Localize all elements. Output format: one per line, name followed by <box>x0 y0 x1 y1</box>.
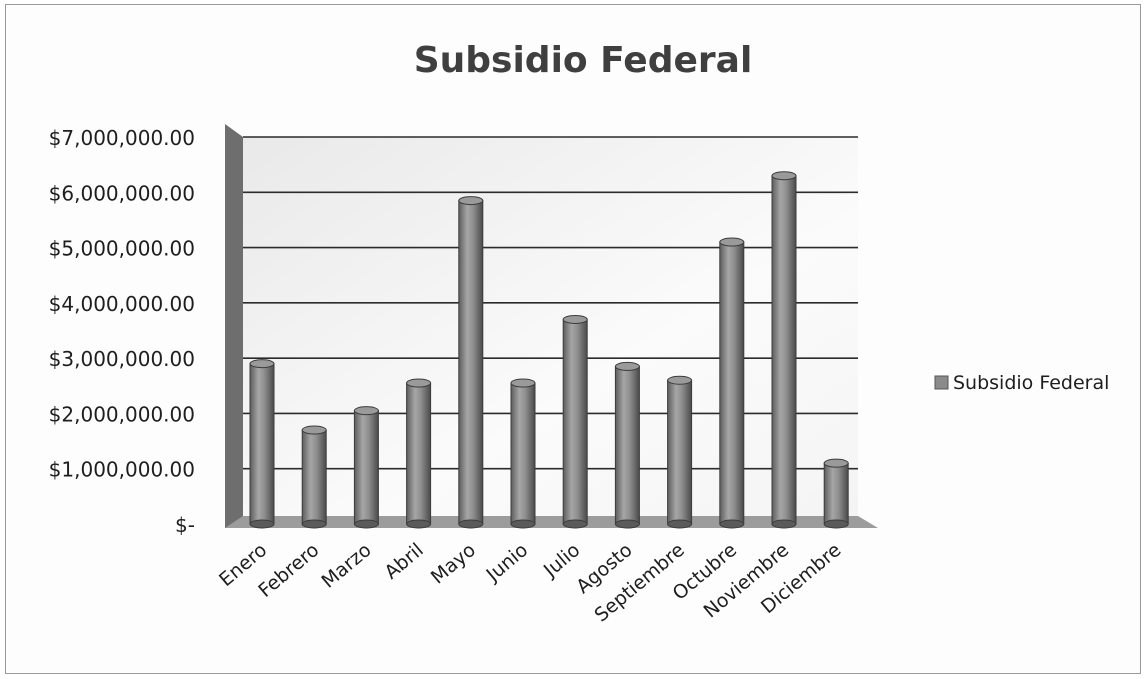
bar-body <box>353 410 379 525</box>
x-tick-label: Abril <box>380 539 427 584</box>
bar-top <box>406 378 432 388</box>
bar <box>249 359 275 529</box>
bar <box>614 361 640 529</box>
y-tick-label: $- <box>175 513 195 537</box>
y-tick-label: $3,000,000.00 <box>49 347 195 371</box>
bar-base <box>406 519 432 529</box>
bar <box>458 196 484 529</box>
bar-body <box>823 462 849 525</box>
x-tick-label: Marzo <box>317 539 375 593</box>
bar <box>823 458 849 529</box>
y-tick-label: $4,000,000.00 <box>49 292 195 316</box>
bar-body <box>249 363 275 525</box>
bar-base <box>823 519 849 529</box>
bar-body <box>719 241 745 525</box>
bar <box>562 314 588 529</box>
bar-body <box>667 379 693 525</box>
y-tick-label: $1,000,000.00 <box>49 458 195 482</box>
bar <box>667 375 693 529</box>
bar-base <box>353 519 379 529</box>
bar-top <box>458 196 484 206</box>
bar <box>301 425 327 529</box>
x-tick-label: Junio <box>482 539 533 586</box>
bar-base <box>458 519 484 529</box>
bar-body <box>614 365 640 525</box>
y-tick-label: $5,000,000.00 <box>49 237 195 261</box>
legend-swatch <box>934 375 949 390</box>
bar <box>406 378 432 529</box>
plot-back-wall <box>243 137 858 524</box>
bar-base <box>614 519 640 529</box>
bar-top <box>719 237 745 247</box>
chart-title: Subsidio Federal <box>414 40 753 81</box>
bar-top <box>353 406 379 416</box>
bar-top <box>249 359 275 369</box>
bar <box>719 237 745 529</box>
bar <box>771 171 797 529</box>
y-tick-label: $7,000,000.00 <box>49 126 195 150</box>
bar-body <box>301 429 327 525</box>
bar-base <box>301 519 327 529</box>
y-tick-label: $6,000,000.00 <box>49 181 195 205</box>
bar-body <box>458 200 484 525</box>
x-tick-label: Mayo <box>427 539 480 589</box>
bar-top <box>562 314 588 324</box>
gridlines <box>243 136 858 470</box>
bar-body <box>406 382 432 525</box>
bar-base <box>562 519 588 529</box>
bar-top <box>667 375 693 385</box>
bar-top <box>301 425 327 435</box>
bar-body <box>771 175 797 525</box>
bar-top <box>510 378 536 388</box>
bar-base <box>667 519 693 529</box>
bar-body <box>510 382 536 525</box>
bar-base <box>249 519 275 529</box>
bar <box>353 406 379 529</box>
y-axis-ticks: $- $1,000,000.00 $2,000,000.00 $3,000,000.0… <box>49 126 195 537</box>
bar-base <box>771 519 797 529</box>
bar-top <box>614 361 640 371</box>
bar-top <box>771 171 797 181</box>
bar-base <box>510 519 536 529</box>
legend-label: Subsidio Federal <box>953 372 1109 394</box>
bar <box>510 378 536 529</box>
plot-side-wall <box>225 124 243 528</box>
bar-body <box>562 318 588 525</box>
legend: Subsidio Federal <box>934 372 1109 394</box>
bar-base <box>719 519 745 529</box>
plot-floor <box>225 516 878 528</box>
bar-top <box>823 458 849 468</box>
bars <box>249 171 849 529</box>
y-tick-label: $2,000,000.00 <box>49 402 195 426</box>
